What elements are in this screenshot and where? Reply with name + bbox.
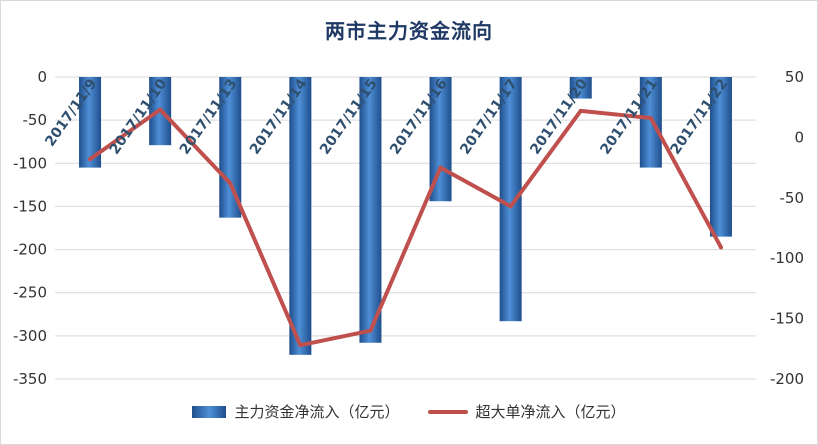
line-path bbox=[88, 107, 723, 348]
left-tick-label: -100 bbox=[13, 154, 47, 172]
right-tick-label: -200 bbox=[770, 370, 804, 388]
line-point bbox=[158, 107, 163, 112]
left-tick-label: -250 bbox=[13, 284, 47, 302]
left-tick-label: -350 bbox=[13, 370, 47, 388]
x-tick-label: 2017/11/20 bbox=[527, 76, 591, 158]
left-tick-label: -50 bbox=[23, 111, 48, 129]
bar-series bbox=[79, 77, 732, 355]
line-point bbox=[298, 343, 303, 348]
line-point bbox=[648, 116, 653, 121]
line-point bbox=[438, 165, 443, 170]
right-tick-label: -100 bbox=[770, 249, 804, 267]
right-tick-label: 50 bbox=[785, 68, 804, 86]
legend-swatch-bar bbox=[192, 405, 227, 418]
right-y-axis: 50 0 -50 -100 -150 -200 bbox=[770, 68, 804, 388]
right-tick-label: 0 bbox=[794, 128, 804, 146]
bar bbox=[639, 77, 662, 168]
line-series bbox=[88, 107, 723, 348]
right-tick-label: -50 bbox=[780, 189, 805, 207]
chart-title: 两市主力资金流向 bbox=[325, 19, 493, 43]
legend-label-line: 超大单净流入（亿元） bbox=[475, 403, 626, 421]
legend-label-bar: 主力资金净流入（亿元） bbox=[234, 403, 400, 421]
line-point bbox=[578, 108, 583, 113]
bar bbox=[219, 77, 242, 218]
line-point bbox=[508, 204, 513, 209]
bar bbox=[569, 77, 592, 99]
legend-swatch-line bbox=[427, 409, 468, 414]
line-point bbox=[368, 328, 373, 333]
left-y-axis: 0 -50 -100 -150 -200 -250 -300 -350 bbox=[13, 68, 47, 388]
line-point bbox=[88, 157, 93, 162]
line-point bbox=[228, 181, 233, 186]
left-tick-label: 0 bbox=[37, 68, 47, 86]
line-point bbox=[718, 245, 723, 250]
legend-item-bar[interactable]: 主力资金净流入（亿元） bbox=[192, 401, 400, 422]
left-tick-label: -300 bbox=[13, 327, 47, 345]
bar bbox=[289, 77, 312, 355]
legend-item-line[interactable]: 超大单净流入（亿元） bbox=[427, 401, 626, 422]
right-tick-label: -150 bbox=[770, 310, 804, 328]
x-axis-labels: 2017/11/9 2017/11/10 2017/11/13 2017/11/14 2… bbox=[42, 76, 731, 158]
bar bbox=[499, 77, 522, 322]
left-tick-label: -150 bbox=[13, 197, 47, 215]
left-tick-label: -200 bbox=[13, 241, 47, 259]
bar bbox=[359, 77, 382, 343]
bar bbox=[79, 77, 102, 168]
bar bbox=[709, 77, 732, 237]
legend: 主力资金净流入（亿元） 超大单净流入（亿元） bbox=[1, 401, 817, 422]
